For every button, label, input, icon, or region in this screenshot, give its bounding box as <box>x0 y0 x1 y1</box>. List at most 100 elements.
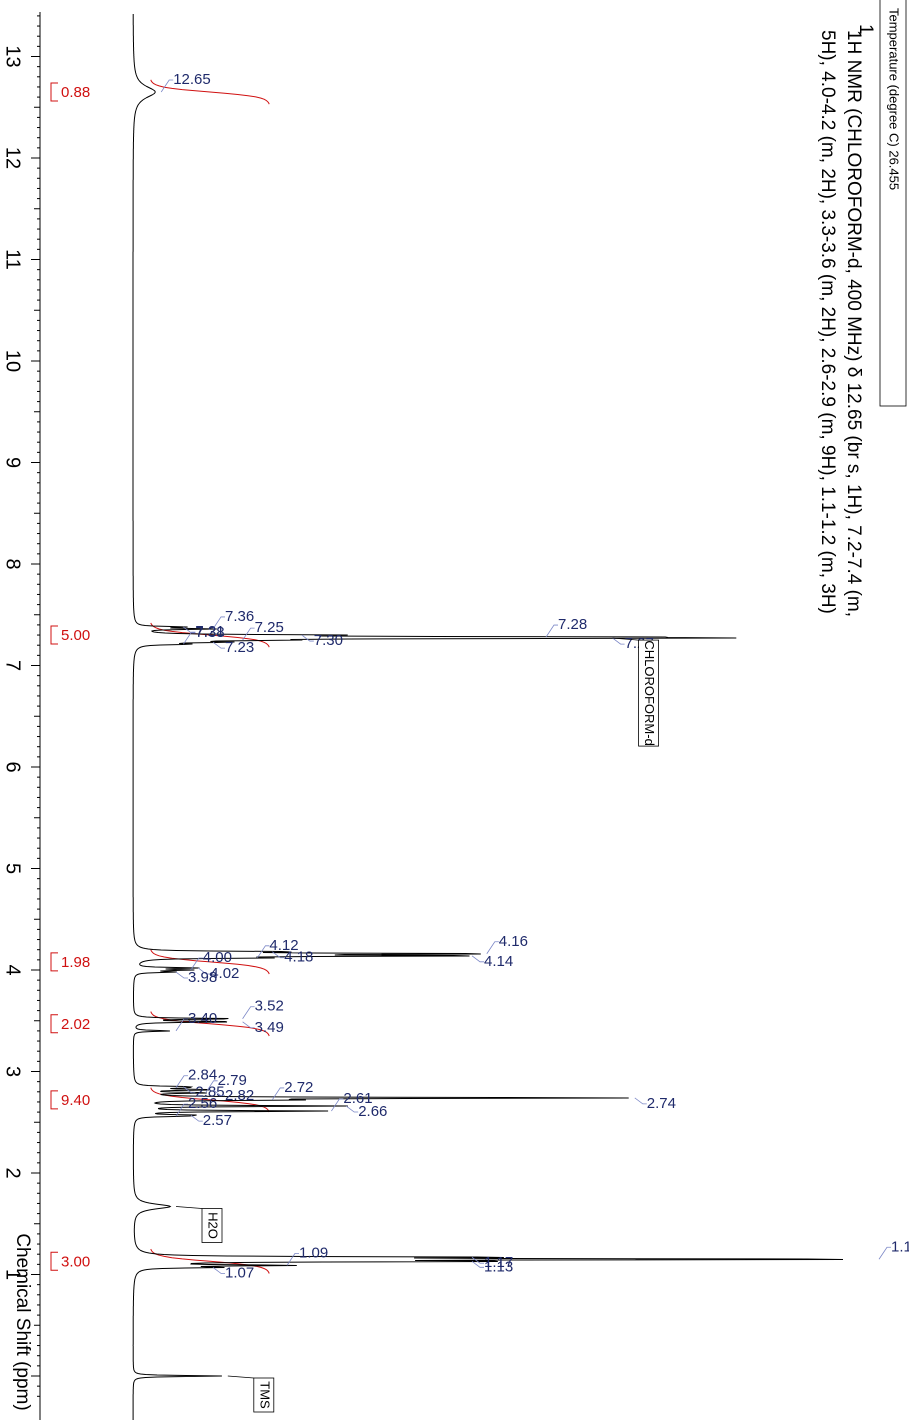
peak-leader-line <box>212 641 225 649</box>
peak-label: 2.84 <box>188 1067 217 1084</box>
peak-leader-line <box>271 1087 285 1101</box>
peak-leader-line <box>345 1105 359 1113</box>
peak-label: 4.16 <box>499 933 528 950</box>
peak-label: 3.40 <box>188 1010 217 1027</box>
axis-tick-label: 4 <box>2 964 24 975</box>
peak-label: 2.56 <box>188 1095 217 1112</box>
peak-label: 2.85 <box>195 1084 224 1101</box>
axis-tick-label: 11 <box>2 249 24 270</box>
peak-leader-line <box>175 971 188 979</box>
peak-label: 7.38 <box>195 624 224 641</box>
integral-bracket <box>50 1014 58 1034</box>
peak-leader-line <box>471 955 484 963</box>
peak-leader-line <box>197 967 211 975</box>
description-superscript: 1 <box>855 24 876 35</box>
axis-tick-label: 9 <box>2 457 24 468</box>
peak-label: 2.61 <box>343 1090 372 1107</box>
annotation-leader <box>227 1375 254 1379</box>
peak-leader-line <box>175 1075 188 1088</box>
integral-value: 9.40 <box>61 1092 90 1109</box>
integral-curve <box>150 949 270 975</box>
integral-layer: 0.88 5.00 1.98 2.02 9.40 3.00 <box>50 79 270 1274</box>
peak-label: 7.23 <box>225 639 254 656</box>
peak-label: 4.00 <box>203 949 232 966</box>
integral-bracket <box>50 82 58 102</box>
peak-label: 12.65 <box>173 71 211 88</box>
axis-tick-label: 1 <box>2 1269 24 1280</box>
axis-tick-label: 6 <box>2 761 24 772</box>
peak-leader-line <box>612 637 625 645</box>
annotation-box <box>201 1208 223 1243</box>
peak-label-layer: 12.657.387.367.307.287.277.257.237.214.1… <box>160 71 909 1281</box>
description-line: 5H), 4.0-4.2 (m, 2H), 3.3-3.6 (m, 2H), 2… <box>817 30 838 614</box>
peak-label: 1.17 <box>484 1254 513 1271</box>
axis-tick-label: 2 <box>2 1167 24 1178</box>
annotation-box <box>253 1377 275 1413</box>
temperature-label: Temperature (degree C) 26.455 <box>887 8 902 190</box>
annotation-layer: CHLOROFORM-d H2O TMS <box>175 637 659 1413</box>
peak-leader-line <box>471 1260 484 1268</box>
peak-leader-line <box>183 626 196 634</box>
peak-leader-line <box>212 1089 225 1097</box>
peak-label: 3.52 <box>255 998 284 1015</box>
annotation-label: TMS <box>257 1381 272 1409</box>
peak-label: 7.21 <box>195 623 224 640</box>
peak-leader-line <box>190 957 203 971</box>
peak-leader-line <box>175 1018 188 1032</box>
peak-label: 4.18 <box>284 949 313 966</box>
axis-tick-label: 5 <box>2 863 24 874</box>
integral-curve <box>150 1011 270 1037</box>
integral-bracket <box>50 952 58 972</box>
peak-leader-line <box>183 631 196 645</box>
peak-leader-line <box>175 1103 188 1117</box>
integral-value: 0.88 <box>61 84 90 101</box>
peak-leader-line <box>212 616 225 630</box>
temperature-box <box>879 0 907 407</box>
peak-leader-line <box>183 1086 196 1094</box>
peak-leader-line <box>486 941 499 954</box>
peak-label: 1.13 <box>484 1258 513 1275</box>
peak-leader-line <box>271 951 285 959</box>
peak-label: 1.09 <box>299 1244 328 1261</box>
peak-label: 2.72 <box>284 1079 313 1096</box>
integral-curve <box>150 622 270 648</box>
peak-label: 2.57 <box>203 1112 232 1129</box>
peak-leader-line <box>242 627 255 641</box>
peak-leader-line <box>331 1098 344 1112</box>
spectrum-trace-layer <box>132 14 844 1420</box>
peak-leader-line <box>286 1252 299 1266</box>
integral-value: 1.98 <box>61 954 90 971</box>
axis-title: Chemical Shift (ppm) <box>12 1233 33 1410</box>
peak-label: 4.14 <box>484 953 513 970</box>
peak-label: 3.98 <box>188 969 217 986</box>
peak-leader-line <box>212 1267 225 1274</box>
peak-label: 4.02 <box>210 965 239 982</box>
integral-bracket <box>50 1090 58 1110</box>
peak-label: 3.49 <box>255 1019 284 1036</box>
peak-leader-line <box>545 624 558 638</box>
annotation-label: H2O <box>206 1212 221 1239</box>
peak-leader-line <box>471 1256 484 1264</box>
peak-label: 7.36 <box>225 608 254 625</box>
integral-curve <box>150 79 270 105</box>
annotation-box <box>638 639 659 747</box>
peak-label: 2.79 <box>218 1072 247 1089</box>
description-line: 1H NMR (CHLOROFORM-d, 400 MHz) δ 12.65 (… <box>843 30 864 617</box>
peak-leader-line <box>242 1006 255 1019</box>
annotation-label: CHLOROFORM-d <box>642 640 657 745</box>
peak-leader-line <box>242 1021 255 1029</box>
peak-label: 2.66 <box>358 1103 387 1120</box>
peak-leader-line <box>205 1080 218 1094</box>
annotation-leader <box>175 1206 203 1209</box>
integral-curve <box>150 1087 270 1113</box>
peak-leader-line <box>634 1097 647 1105</box>
integral-bracket <box>50 1251 58 1271</box>
peak-leader-line <box>878 1246 891 1260</box>
peak-label: 7.25 <box>255 619 284 636</box>
description-layer: 1H NMR (CHLOROFORM-d, 400 MHz) δ 12.65 (… <box>817 0 907 617</box>
integral-value: 2.02 <box>61 1016 90 1033</box>
annotation-leader <box>612 637 639 641</box>
peak-leader-line <box>301 634 314 642</box>
